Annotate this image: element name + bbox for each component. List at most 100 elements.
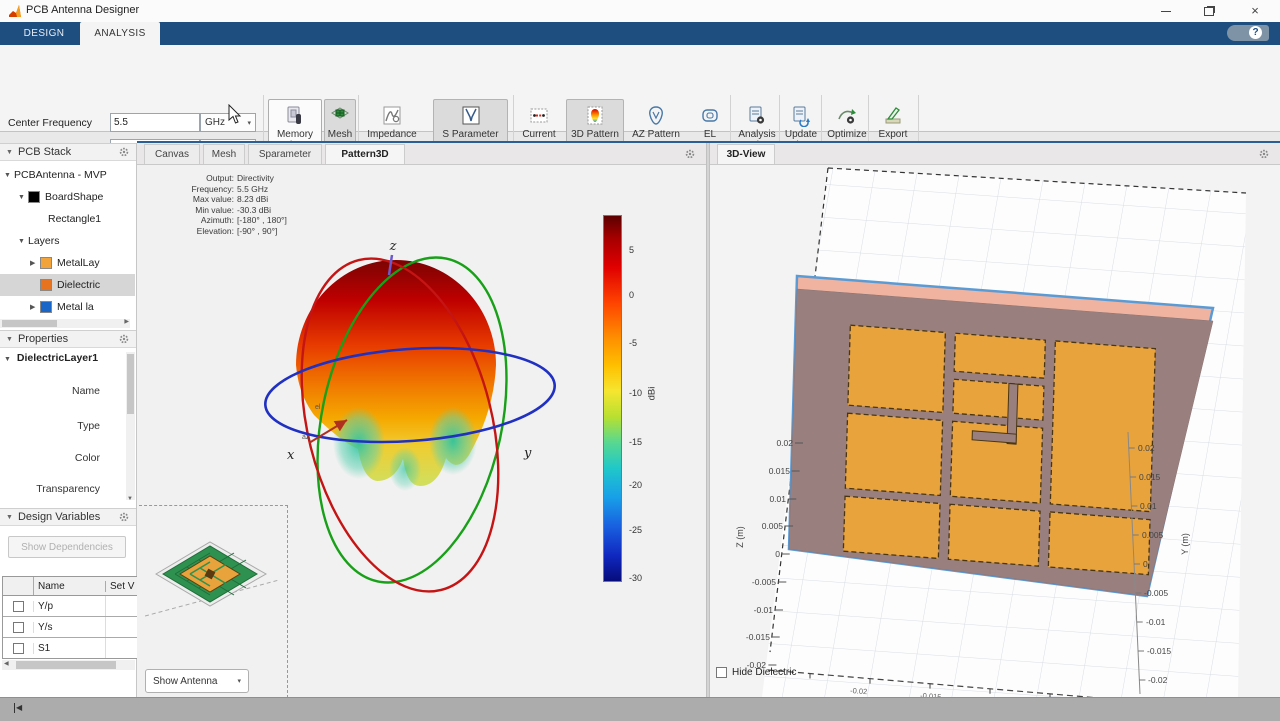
expander-icon[interactable]: ▼ [18, 237, 25, 245]
set-value-cell[interactable] [105, 638, 153, 658]
set-value-cell[interactable] [105, 617, 153, 637]
el-pattern-icon [699, 103, 721, 129]
gear-icon[interactable] [684, 148, 696, 160]
show-dependencies-button[interactable]: Show Dependencies [8, 536, 126, 558]
tree-item-boardshape[interactable]: ▼ BoardShape [18, 191, 104, 203]
colorbar-unit-label: dBi [646, 386, 658, 401]
pattern-panel: Canvas Mesh Sparameter Pattern3D Output:… [137, 143, 706, 697]
annotation-value: 5.5 GHz [237, 183, 269, 194]
tree-item-metal-layer2[interactable]: ▶ Metal la [30, 301, 94, 313]
properties-object[interactable]: ▼ DielectricLayer1 [4, 352, 99, 364]
mesh-icon [329, 103, 351, 129]
z-axis-ticks [768, 442, 803, 666]
row-checkbox-cell [3, 600, 33, 612]
board-3d-view[interactable]: 0.02 0.015 0.01 0.005 0 -0.005 -0.01 -0.… [710, 143, 1280, 697]
table-row[interactable]: S1 [3, 638, 153, 658]
tree-item-layers[interactable]: ▼ Layers [18, 235, 60, 247]
x-tick: -0.015 [920, 691, 942, 697]
colorbar [603, 215, 622, 582]
y-tick: 0.015 [1139, 472, 1161, 482]
z-tick: -0.015 [746, 632, 770, 642]
hide-dielectric-checkbox[interactable] [716, 667, 727, 678]
tree-item-dielectric-layer[interactable]: Dielectric [0, 274, 135, 296]
current-button[interactable]: Current [516, 99, 562, 161]
expander-icon[interactable]: ▶ [30, 304, 36, 311]
expander-icon[interactable]: ▼ [4, 356, 11, 363]
scroll-right-icon[interactable]: ▶ [124, 319, 129, 325]
scrollbar-thumb[interactable] [2, 320, 57, 327]
set-value-column-header: Set V [110, 580, 135, 592]
layer-color-swatch [40, 301, 52, 313]
z-axis-label: z [389, 239, 397, 254]
x-axis-line [767, 669, 1095, 697]
y-axis-label: y [523, 446, 532, 461]
z-tick: 0.005 [762, 521, 784, 531]
help-button[interactable]: ? [1227, 25, 1269, 41]
gear-icon[interactable] [118, 146, 130, 158]
tab-3d-view[interactable]: 3D-View [717, 144, 775, 164]
scroll-down-icon[interactable]: ▼ [127, 496, 133, 502]
scroll-left-icon[interactable]: ◀ [4, 661, 9, 667]
panel-splitter[interactable] [706, 143, 710, 697]
center-frequency-unit-dropdown[interactable]: GHz ▾ [200, 113, 256, 132]
radiation-pattern-plot[interactable]: z y x el az [137, 143, 706, 697]
tab-design[interactable]: DESIGN [23, 28, 65, 39]
expander-icon[interactable]: ▼ [18, 193, 25, 201]
horizontal-scrollbar[interactable]: ◀ [2, 660, 135, 670]
colorbar-tick: -5 [629, 338, 638, 348]
annotation-key: Max value: [192, 194, 234, 204]
expander-icon[interactable]: ▼ [4, 171, 11, 179]
tab-canvas[interactable]: Canvas [144, 144, 200, 164]
az-label: az [302, 434, 310, 441]
table-row[interactable]: Y/s [3, 617, 153, 638]
design-variables-header[interactable]: ▼ Design Variables [0, 508, 136, 526]
gear-icon[interactable] [118, 333, 130, 345]
close-button[interactable]: × [1251, 3, 1259, 18]
vertical-scrollbar[interactable]: ▼ [126, 352, 135, 502]
az-arrow [308, 419, 348, 444]
minimize-button[interactable] [1155, 4, 1177, 18]
center-frequency-input[interactable] [110, 113, 200, 132]
toolbar-separator [263, 95, 264, 161]
y-axis-ticks [1128, 447, 1146, 681]
scrollbar-thumb[interactable] [127, 354, 134, 414]
gear-icon[interactable] [1258, 148, 1270, 160]
set-value-cell[interactable] [105, 596, 153, 616]
gear-icon[interactable] [118, 511, 130, 523]
colorbar-tick: -15 [629, 437, 643, 447]
checkbox[interactable] [12, 600, 24, 612]
tree-item-metal-layer1[interactable]: ▶ MetalLay [30, 257, 100, 269]
horizontal-scrollbar[interactable]: ▶ [0, 319, 130, 328]
skip-to-start-icon[interactable]: ◀ [14, 703, 23, 713]
z-tick: -0.005 [752, 577, 776, 587]
impedance-button[interactable]: Impedance [362, 99, 422, 161]
hide-dielectric-control[interactable]: Hide Dielectric [716, 667, 796, 678]
tree-item-rectangle1[interactable]: Rectangle1 [48, 213, 102, 225]
row-checkbox-cell [3, 642, 33, 654]
pcb-stack-panel: ▼ PCB Stack ▼ PCBAntenna - MVP ▼ BoardSh… [0, 143, 137, 330]
status-bar: ◀ [0, 697, 1280, 721]
name-column-header: Name [34, 580, 106, 592]
tab-sparameter[interactable]: Sparameter [248, 144, 322, 164]
tree-item-root[interactable]: ▼ PCBAntenna - MVP [4, 169, 107, 181]
optimize-button[interactable]: Optimize [824, 99, 870, 161]
annotation-value: 8.23 dBi [237, 194, 269, 204]
view3d-tab-bar: 3D-View [710, 143, 1280, 165]
show-antenna-dropdown[interactable]: Show Antenna ▾ [145, 669, 249, 693]
scrollbar-thumb[interactable] [16, 661, 116, 669]
tab-analysis[interactable]: ANALYSIS [80, 22, 160, 45]
checkbox[interactable] [12, 621, 24, 633]
az-pattern-button[interactable]: AZ Pattern [630, 99, 682, 161]
tab-mesh[interactable]: Mesh [203, 144, 245, 164]
checkbox[interactable] [12, 642, 24, 654]
y-axis-line [1127, 431, 1141, 695]
pcb-stack-header[interactable]: ▼ PCB Stack [0, 143, 136, 161]
expander-icon[interactable]: ▶ [30, 260, 36, 267]
variable-name: S1 [33, 642, 105, 654]
y-tick: 0.02 [1138, 443, 1155, 453]
properties-header[interactable]: ▼ Properties [0, 330, 136, 348]
hide-dielectric-label: Hide Dielectric [732, 667, 797, 678]
tab-pattern3d[interactable]: Pattern3D [325, 144, 405, 164]
table-row[interactable]: Y/p [3, 596, 153, 617]
restore-button[interactable] [1198, 4, 1220, 18]
